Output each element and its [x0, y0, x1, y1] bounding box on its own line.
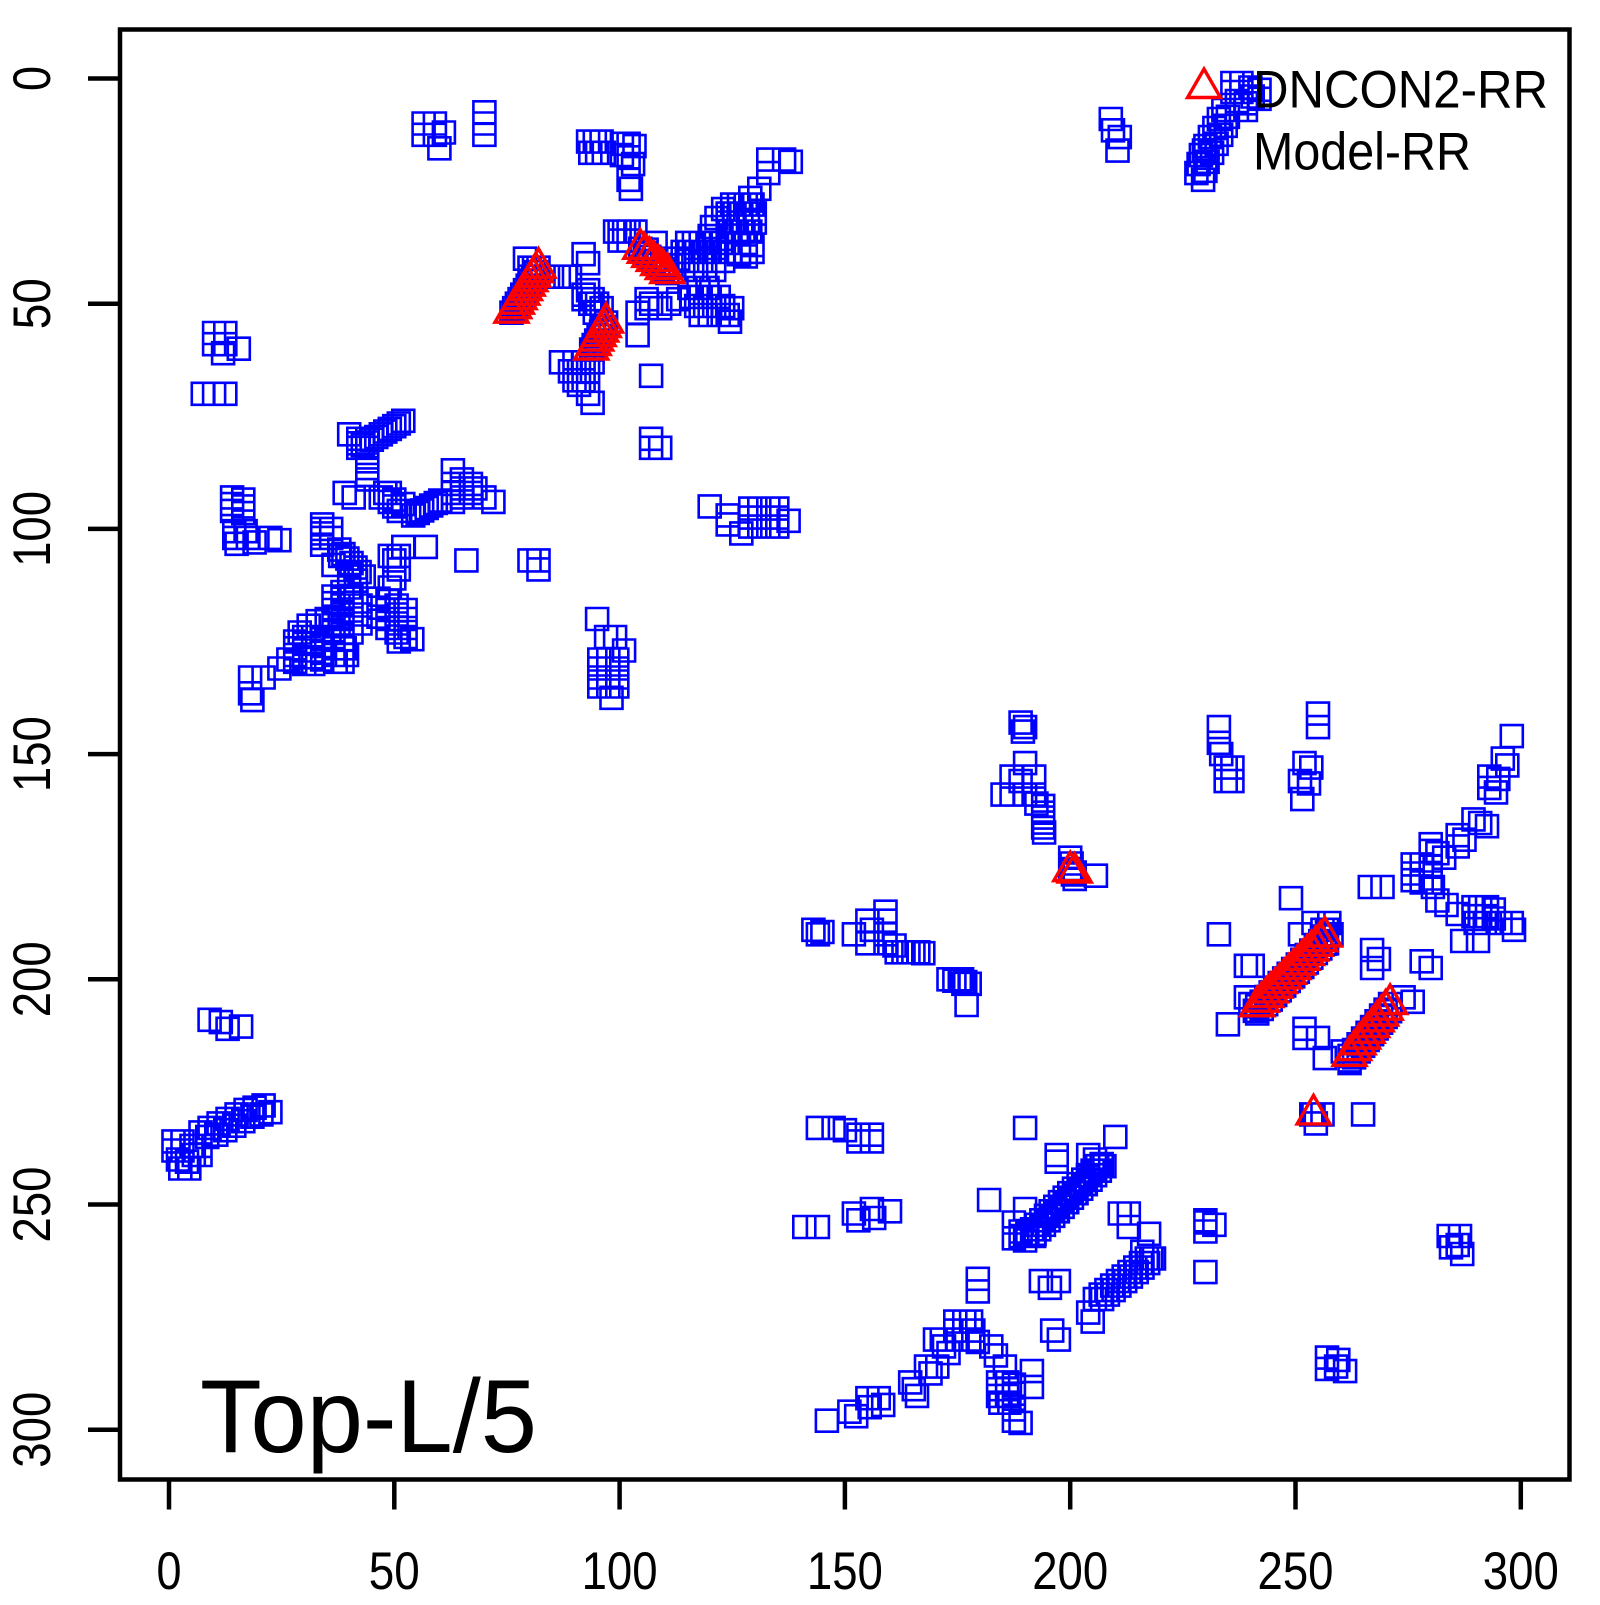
svg-text:300: 300 [3, 1392, 62, 1468]
svg-text:0: 0 [3, 66, 62, 91]
svg-text:Top-L/5: Top-L/5 [200, 1359, 537, 1475]
svg-text:250: 250 [1258, 1542, 1334, 1600]
svg-text:100: 100 [3, 491, 62, 567]
svg-text:150: 150 [3, 716, 62, 792]
svg-text:200: 200 [3, 941, 62, 1017]
svg-text:50: 50 [3, 278, 62, 329]
svg-text:DNCON2-RR: DNCON2-RR [1253, 61, 1548, 120]
svg-text:0: 0 [157, 1542, 182, 1600]
svg-text:50: 50 [369, 1542, 420, 1600]
svg-text:300: 300 [1483, 1542, 1559, 1600]
svg-text:150: 150 [807, 1542, 883, 1600]
svg-text:250: 250 [3, 1167, 62, 1243]
svg-text:Model-RR: Model-RR [1253, 123, 1471, 182]
svg-text:100: 100 [582, 1542, 658, 1600]
svg-text:200: 200 [1032, 1542, 1108, 1600]
